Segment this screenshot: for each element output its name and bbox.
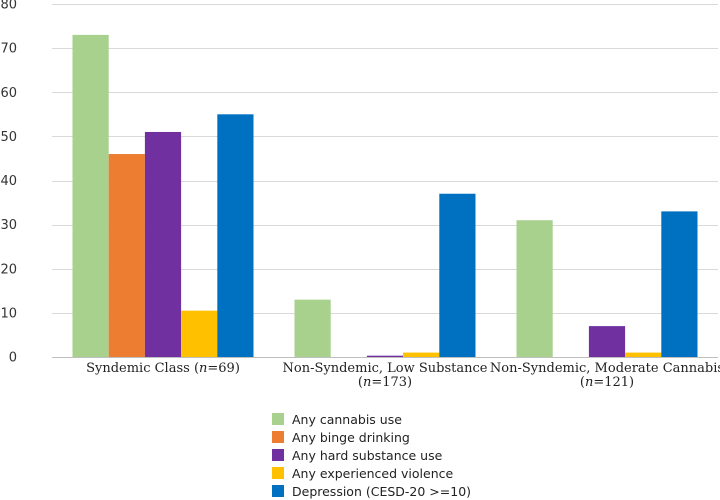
legend-swatch: [272, 449, 284, 461]
legend-swatch: [272, 431, 284, 443]
x-category-sample-size: (n=121): [580, 375, 634, 390]
bars: [72, 34, 698, 357]
bar: [144, 131, 182, 357]
x-axis-category-labels: Syndemic Class (n=69) Non-Syndemic, Low S…: [86, 361, 720, 390]
y-tick-label: 60: [0, 86, 17, 101]
legend: Any cannabis use Any binge drinking Any ha…: [272, 410, 471, 500]
y-tick-label: 40: [0, 174, 17, 189]
bar: [403, 352, 440, 357]
legend-swatch: [272, 413, 284, 425]
y-tick-label: 70: [0, 42, 17, 57]
y-tick-label: 30: [0, 218, 17, 233]
legend-label: Depression (CESD-20 >=10): [292, 483, 472, 499]
bar: [516, 220, 553, 357]
y-axis-tick-labels: 0 10 20 30 40 50 60 70 80: [0, 0, 17, 366]
legend-label: Any binge drinking: [292, 429, 410, 445]
bar: [181, 310, 218, 357]
legend-label: Any cannabis use: [292, 411, 402, 427]
y-tick-label: 20: [0, 262, 17, 277]
legend-swatch: [272, 485, 284, 497]
bar: [366, 355, 404, 357]
bar: [439, 193, 476, 357]
x-category-label: Non-Syndemic, Moderate Cannabis: [490, 361, 720, 376]
x-category-sample-size: (n=173): [358, 375, 412, 390]
bar: [661, 211, 698, 357]
y-tick-label: 80: [0, 0, 17, 13]
bar: [217, 114, 254, 357]
bar: [294, 299, 331, 357]
legend-swatch: [272, 467, 284, 479]
bar: [72, 34, 109, 357]
bar: [625, 352, 662, 357]
legend-item: Any experienced violence: [272, 464, 471, 482]
x-category-label: Syndemic Class (n=69): [86, 361, 240, 376]
legend-item: Any cannabis use: [272, 410, 471, 428]
bar: [588, 326, 626, 357]
legend-label: Any experienced violence: [292, 465, 454, 481]
x-category-label: Non-Syndemic, Low Substance: [283, 361, 488, 376]
bar: [108, 154, 145, 357]
legend-item: Any hard substance use: [272, 446, 471, 464]
legend-item: Any binge drinking: [272, 428, 471, 446]
y-tick-label: 0: [9, 351, 17, 366]
y-tick-label: 50: [0, 130, 17, 145]
bar-chart: 0 10 20 30 40 50 60 70 80 Syndemic Class (n=69) N…: [0, 0, 720, 390]
legend-label: Any hard substance use: [292, 447, 443, 463]
y-tick-label: 10: [0, 306, 17, 321]
legend-item: Depression (CESD-20 >=10): [272, 482, 471, 500]
